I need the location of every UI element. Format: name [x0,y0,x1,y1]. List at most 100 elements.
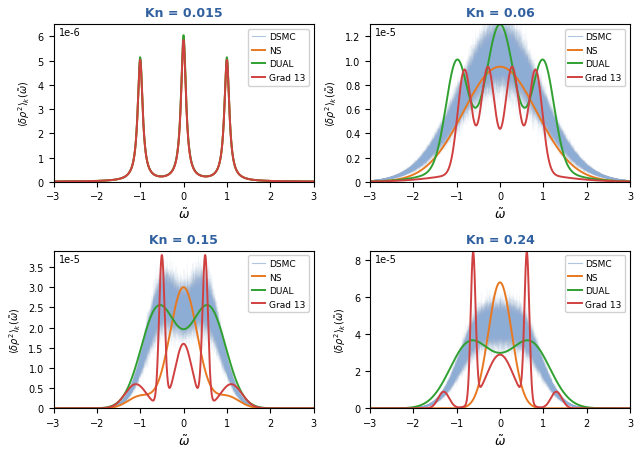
Line: DSMC: DSMC [370,56,630,182]
DUAL [626,406,634,411]
DUAL [621,179,629,185]
NS [161,174,168,179]
DSMC [95,179,102,184]
Line: DSMC: DSMC [370,324,630,409]
DSMC [466,340,474,345]
Line: Grad 13: Grad 13 [54,255,314,409]
DUAL [466,339,474,344]
NS [50,406,58,411]
Line: DUAL: DUAL [54,305,314,409]
DUAL [305,179,312,185]
Grad 13 [158,253,166,258]
DUAL [412,175,419,181]
Grad 13 [621,406,629,411]
DUAL [79,406,87,411]
Grad 13 [621,179,629,185]
DUAL [305,406,312,411]
DUAL [593,177,601,183]
X-axis label: $\tilde{\omega}$: $\tilde{\omega}$ [494,207,506,222]
Grad 13 [180,38,188,44]
Line: DSMC: DSMC [54,301,314,409]
Line: Grad 13: Grad 13 [54,41,314,182]
DSMC [477,66,485,71]
DSMC [466,82,474,88]
DSMC [626,406,634,411]
DUAL [621,406,629,411]
Grad 13 [412,177,419,183]
DSMC [180,38,188,44]
DUAL [469,338,477,343]
DSMC [366,406,374,411]
DUAL [593,405,601,411]
DSMC [161,298,168,304]
NS [180,38,188,44]
DSMC [626,179,634,184]
Grad 13 [593,406,601,411]
Grad 13 [305,179,312,185]
DUAL [396,405,403,411]
DUAL [161,305,168,310]
Grad 13 [477,384,485,389]
Title: Kn = 0.15: Kn = 0.15 [149,233,218,246]
DSMC [310,406,317,411]
DSMC [276,179,284,184]
Line: DSMC: DSMC [54,41,314,182]
NS [396,406,403,411]
DSMC [149,172,157,177]
DUAL [477,96,485,101]
DSMC [310,179,317,185]
Grad 13 [50,179,58,185]
Grad 13 [149,398,157,404]
DUAL [310,179,317,185]
Y-axis label: $\langle \delta\rho^2 \rangle_k(\tilde{\omega})$: $\langle \delta\rho^2 \rangle_k(\tilde{\… [324,81,339,127]
DUAL [276,179,284,184]
DUAL [412,404,419,410]
NS [626,406,634,411]
DSMC [490,322,498,327]
Legend: DSMC, NS, DUAL, Grad 13: DSMC, NS, DUAL, Grad 13 [564,30,625,86]
DSMC [276,406,284,411]
NS [95,406,102,411]
Text: 1e-5: 1e-5 [375,254,397,264]
NS [366,179,374,185]
Text: 1e-6: 1e-6 [59,28,81,38]
DSMC [79,406,87,411]
Y-axis label: $\langle \delta\rho^2 \rangle_k(\tilde{\omega})$: $\langle \delta\rho^2 \rangle_k(\tilde{\… [7,307,23,353]
Line: Grad 13: Grad 13 [370,253,630,409]
NS [95,179,102,184]
Grad 13 [412,406,419,411]
NS [412,406,419,411]
Grad 13 [310,179,317,185]
DUAL [149,172,157,177]
X-axis label: $\tilde{\omega}$: $\tilde{\omega}$ [177,434,189,448]
X-axis label: $\tilde{\omega}$: $\tilde{\omega}$ [494,434,506,448]
DSMC [50,179,58,185]
DSMC [412,164,419,170]
DSMC [412,405,419,411]
Grad 13 [95,406,102,411]
DSMC [95,405,102,411]
NS [466,98,474,103]
DSMC [477,325,485,331]
Grad 13 [466,91,474,96]
DSMC [496,53,504,58]
Grad 13 [469,250,477,255]
DUAL [310,406,317,411]
DUAL [626,179,634,185]
Title: Kn = 0.015: Kn = 0.015 [145,7,222,20]
Grad 13 [310,406,317,411]
DUAL [496,22,504,28]
Title: Kn = 0.24: Kn = 0.24 [465,233,534,246]
Grad 13 [626,406,634,411]
NS [621,406,629,411]
Line: NS: NS [370,283,630,409]
NS [305,179,312,185]
DUAL [95,405,102,411]
NS [149,172,157,177]
DSMC [396,406,403,411]
NS [161,358,168,363]
Grad 13 [626,179,634,185]
Grad 13 [477,102,485,108]
NS [79,179,87,185]
Grad 13 [484,65,492,70]
